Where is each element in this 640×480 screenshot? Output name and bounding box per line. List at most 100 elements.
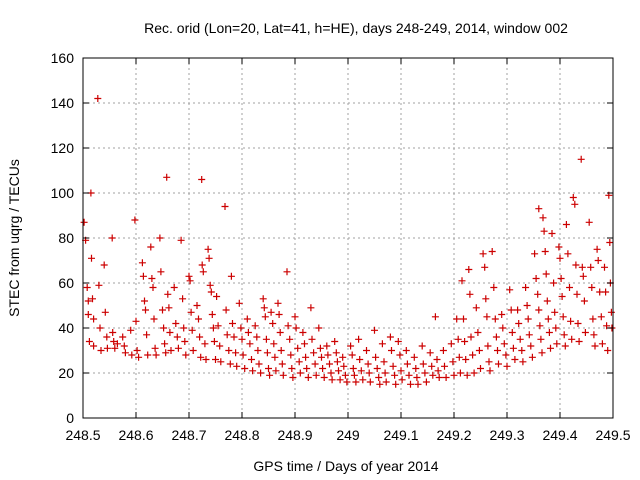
data-point	[500, 340, 508, 348]
data-point	[534, 290, 542, 298]
data-point	[255, 360, 263, 368]
data-point	[418, 342, 426, 350]
data-point	[223, 331, 231, 339]
data-point	[97, 347, 105, 354]
data-point	[235, 299, 243, 307]
data-point	[560, 331, 568, 339]
x-tick-label: 249	[336, 427, 360, 443]
data-point	[502, 351, 510, 359]
data-point	[477, 365, 484, 372]
data-point	[596, 288, 604, 296]
data-point	[525, 331, 533, 339]
data-point	[352, 378, 360, 386]
data-point	[460, 315, 467, 323]
data-point	[295, 358, 303, 366]
data-point	[163, 173, 171, 181]
data-point	[508, 329, 516, 336]
data-point	[343, 378, 351, 386]
data-point	[189, 347, 197, 354]
data-point	[350, 371, 358, 379]
data-point	[470, 369, 478, 377]
y-tick-label: 20	[58, 365, 74, 381]
data-point	[522, 284, 530, 291]
data-point	[601, 263, 608, 271]
data-point	[199, 268, 207, 276]
data-point	[96, 324, 104, 332]
data-point	[606, 239, 614, 246]
data-point	[381, 369, 389, 377]
data-point	[222, 306, 230, 314]
data-point	[562, 221, 570, 228]
data-point	[333, 358, 341, 366]
data-point	[110, 338, 118, 345]
data-point	[485, 358, 493, 366]
data-point	[604, 347, 612, 354]
data-point	[439, 347, 447, 354]
data-point	[101, 308, 109, 316]
data-point	[196, 333, 204, 341]
data-point	[165, 304, 173, 312]
data-point	[80, 218, 88, 226]
data-point	[319, 365, 327, 372]
data-point	[327, 369, 335, 377]
data-point	[556, 254, 564, 262]
data-point	[426, 349, 434, 357]
x-tick-label: 249.2	[436, 427, 471, 443]
y-tick-label: 60	[58, 275, 74, 291]
data-point	[138, 259, 146, 267]
data-point	[111, 344, 119, 352]
data-point	[364, 360, 372, 368]
data-point	[572, 261, 580, 269]
data-point	[413, 374, 421, 381]
x-tick-label: 249.3	[489, 427, 524, 443]
data-point	[527, 342, 535, 350]
data-point	[198, 176, 206, 183]
data-point	[481, 263, 489, 271]
data-point	[516, 335, 524, 343]
data-point	[429, 371, 437, 379]
data-point	[538, 349, 546, 357]
data-point	[348, 351, 356, 359]
data-point	[482, 295, 490, 303]
chart-title: Rec. orid (Lon=20, Lat=41, h=HE), days 2…	[144, 20, 568, 36]
data-point	[249, 367, 257, 375]
data-point	[109, 329, 117, 336]
data-point	[259, 295, 267, 303]
data-point	[267, 308, 275, 316]
data-point	[164, 290, 172, 298]
data-point	[469, 351, 477, 359]
data-point	[509, 344, 517, 352]
data-point	[318, 353, 325, 361]
data-point	[392, 380, 400, 388]
data-point	[276, 329, 284, 336]
data-point	[336, 376, 344, 384]
y-tick-label: 160	[51, 50, 75, 66]
data-point	[238, 335, 246, 343]
data-point	[491, 315, 499, 323]
data-point	[296, 369, 304, 377]
data-point	[253, 333, 261, 341]
y-tick-label: 120	[51, 140, 75, 156]
x-tick-label: 249.1	[383, 427, 418, 443]
data-point	[204, 245, 212, 253]
data-point	[141, 297, 148, 305]
data-point	[143, 331, 151, 339]
data-point	[373, 365, 381, 372]
data-point	[515, 320, 523, 327]
data-point	[248, 356, 255, 363]
data-point	[467, 333, 475, 341]
data-point	[316, 344, 324, 352]
data-point	[170, 284, 178, 291]
data-point	[275, 311, 283, 318]
data-point	[579, 272, 587, 280]
data-point	[410, 353, 418, 361]
data-point	[332, 349, 340, 357]
data-point	[380, 358, 388, 366]
data-point	[407, 380, 414, 388]
data-point	[90, 315, 98, 323]
data-point	[382, 378, 390, 386]
data-point	[402, 347, 410, 354]
data-point	[188, 326, 196, 334]
data-point	[274, 299, 282, 307]
data-point	[569, 194, 577, 201]
